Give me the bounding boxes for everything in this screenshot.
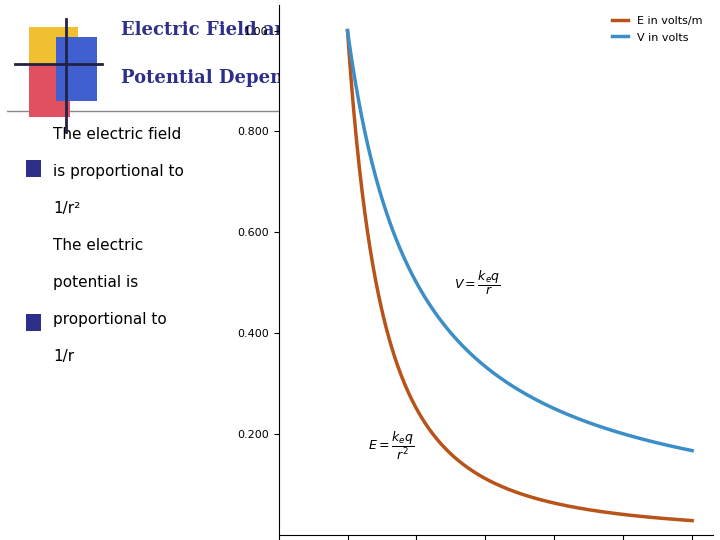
FancyBboxPatch shape bbox=[55, 37, 97, 100]
V in volts bbox=[530, 395, 539, 402]
Text: 1/r: 1/r bbox=[53, 349, 74, 364]
Bar bbox=[26, 314, 41, 331]
Text: is proportional to: is proportional to bbox=[53, 164, 184, 179]
FancyBboxPatch shape bbox=[29, 64, 71, 117]
V in volts bbox=[626, 433, 634, 439]
FancyBboxPatch shape bbox=[29, 26, 78, 79]
Text: $V=\dfrac{k_e q}{r}$: $V=\dfrac{k_e q}{r}$ bbox=[454, 268, 501, 297]
E in volts/m bbox=[626, 512, 634, 518]
V in volts bbox=[507, 382, 516, 388]
E in volts/m bbox=[680, 517, 688, 523]
Text: The electric: The electric bbox=[53, 238, 143, 253]
E in volts/m bbox=[549, 500, 557, 506]
E in volts/m bbox=[507, 487, 516, 494]
V in volts bbox=[549, 404, 557, 411]
Text: proportional to: proportional to bbox=[53, 312, 167, 327]
Text: potential is: potential is bbox=[53, 275, 138, 291]
E in volts/m bbox=[343, 28, 352, 34]
V in volts bbox=[688, 447, 696, 454]
E in volts/m bbox=[509, 488, 518, 494]
Text: The electric field: The electric field bbox=[53, 127, 181, 142]
Text: Potential Depend on Distance: Potential Depend on Distance bbox=[121, 69, 422, 87]
V in volts bbox=[680, 446, 688, 452]
Legend: E in volts/m, V in volts: E in volts/m, V in volts bbox=[607, 11, 707, 47]
E in volts/m bbox=[688, 517, 696, 524]
Line: E in volts/m: E in volts/m bbox=[348, 31, 692, 521]
Bar bbox=[26, 160, 41, 177]
E in volts/m bbox=[530, 495, 539, 501]
V in volts bbox=[343, 28, 352, 34]
Text: 1/r²: 1/r² bbox=[53, 201, 81, 216]
V in volts bbox=[509, 383, 518, 390]
Text: $E=\dfrac{k_e q}{r^2}$: $E=\dfrac{k_e q}{r^2}$ bbox=[368, 430, 414, 462]
Line: V in volts: V in volts bbox=[348, 31, 692, 450]
Text: Electric Field and Electric: Electric Field and Electric bbox=[121, 21, 385, 39]
